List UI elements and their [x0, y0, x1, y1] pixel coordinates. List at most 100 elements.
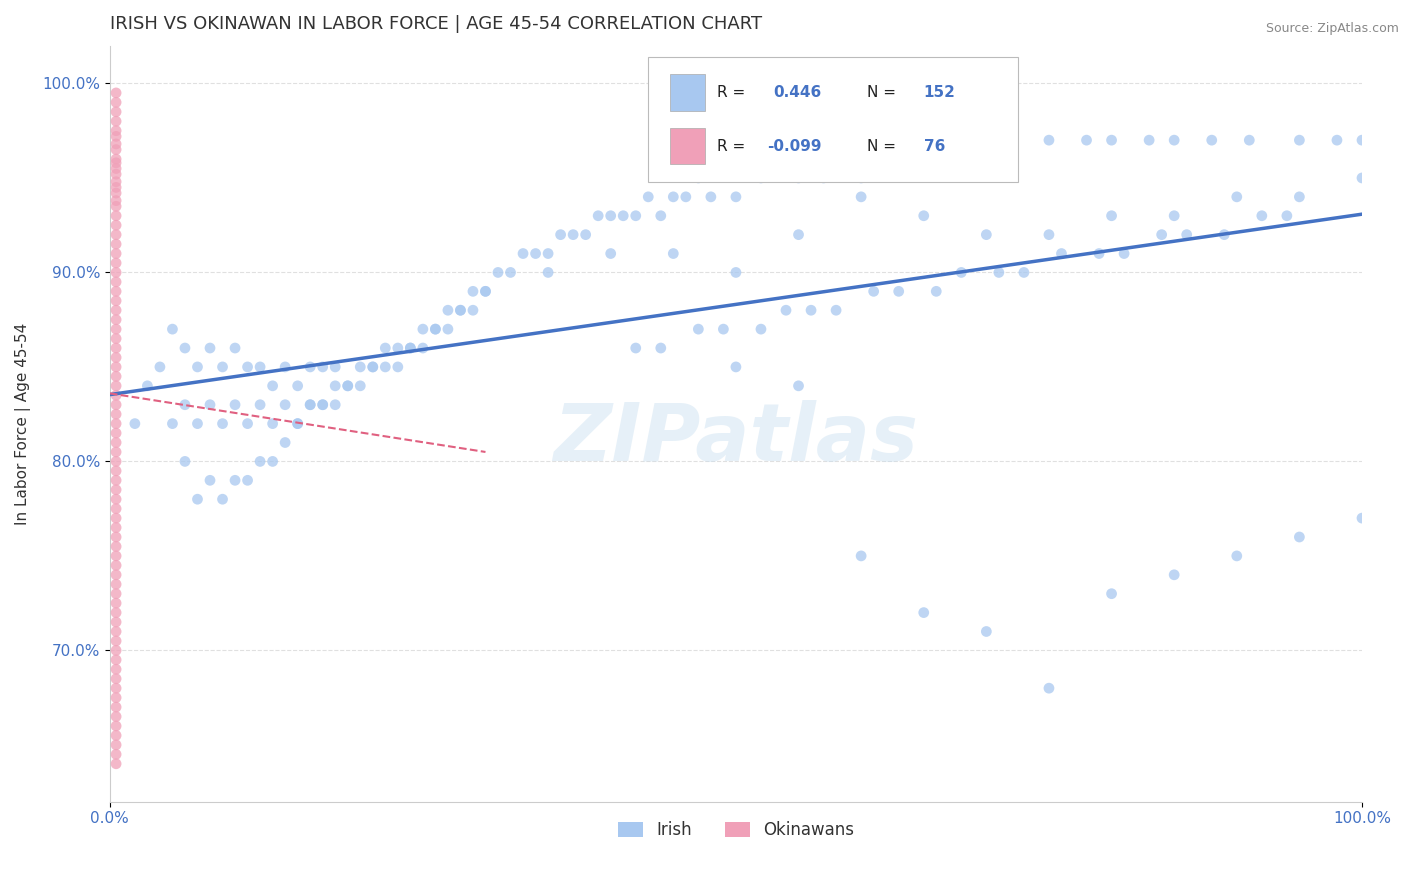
Point — [105, 246, 128, 260]
Point — [1101, 209, 1123, 223]
Point — [1326, 133, 1348, 147]
Point — [1137, 133, 1160, 147]
Point — [105, 285, 128, 299]
Point — [399, 341, 422, 355]
Point — [105, 596, 128, 610]
Point — [976, 133, 998, 147]
Point — [1226, 549, 1249, 563]
Point — [105, 464, 128, 478]
Point — [105, 256, 128, 270]
Point — [105, 398, 128, 412]
Point — [262, 454, 284, 468]
Point — [1038, 133, 1060, 147]
Point — [105, 634, 128, 648]
Point — [105, 577, 128, 591]
Point — [105, 143, 128, 157]
Point — [105, 161, 128, 176]
Point — [105, 681, 128, 696]
Point — [1088, 246, 1111, 260]
Point — [950, 265, 973, 279]
Point — [361, 359, 384, 374]
Point — [688, 322, 710, 336]
Point — [312, 398, 335, 412]
FancyBboxPatch shape — [669, 128, 704, 164]
Point — [211, 492, 233, 507]
Point — [813, 170, 835, 185]
Text: 0.446: 0.446 — [773, 85, 821, 100]
Point — [787, 227, 810, 242]
Point — [1101, 587, 1123, 601]
Point — [105, 756, 128, 771]
Point — [1000, 133, 1022, 147]
Point — [105, 351, 128, 365]
Point — [399, 341, 422, 355]
Point — [274, 359, 297, 374]
Point — [105, 114, 128, 128]
Point — [1163, 133, 1185, 147]
Point — [912, 606, 935, 620]
Point — [249, 359, 271, 374]
Point — [524, 246, 547, 260]
Point — [713, 322, 735, 336]
Point — [650, 209, 672, 223]
Point — [249, 454, 271, 468]
Point — [105, 417, 128, 431]
Point — [105, 275, 128, 289]
Point — [186, 417, 208, 431]
Point — [186, 492, 208, 507]
Point — [174, 341, 197, 355]
Point — [105, 152, 128, 166]
Point — [224, 473, 246, 487]
Point — [1351, 170, 1374, 185]
Point — [1038, 681, 1060, 696]
Point — [361, 359, 384, 374]
Point — [387, 359, 409, 374]
Point — [287, 417, 309, 431]
Point — [1050, 246, 1073, 260]
Point — [887, 152, 910, 166]
Point — [688, 170, 710, 185]
Point — [162, 417, 184, 431]
Point — [787, 379, 810, 393]
Point — [105, 690, 128, 705]
Point — [299, 398, 322, 412]
Point — [105, 728, 128, 742]
Point — [105, 388, 128, 402]
Point — [224, 341, 246, 355]
Point — [349, 379, 371, 393]
Point — [105, 738, 128, 752]
Point — [749, 170, 772, 185]
Point — [662, 246, 685, 260]
Text: N =: N = — [868, 85, 901, 100]
Point — [174, 398, 197, 412]
Point — [1239, 133, 1261, 147]
Text: IRISH VS OKINAWAN IN LABOR FORCE | AGE 45-54 CORRELATION CHART: IRISH VS OKINAWAN IN LABOR FORCE | AGE 4… — [110, 15, 762, 33]
Point — [512, 246, 534, 260]
Point — [105, 237, 128, 252]
Point — [262, 417, 284, 431]
Point — [787, 170, 810, 185]
Point — [1226, 190, 1249, 204]
Point — [461, 303, 484, 318]
Point — [662, 190, 685, 204]
Point — [1076, 133, 1098, 147]
Point — [105, 407, 128, 421]
Point — [312, 359, 335, 374]
Point — [105, 445, 128, 459]
Point — [461, 285, 484, 299]
Point — [105, 700, 128, 714]
Point — [312, 398, 335, 412]
Point — [105, 540, 128, 554]
Point — [976, 227, 998, 242]
Point — [105, 435, 128, 450]
Point — [105, 167, 128, 181]
Point — [849, 170, 872, 185]
Point — [136, 379, 159, 393]
Point — [1275, 209, 1298, 223]
Point — [105, 124, 128, 138]
Point — [105, 129, 128, 144]
Point — [105, 209, 128, 223]
Text: Source: ZipAtlas.com: Source: ZipAtlas.com — [1265, 22, 1399, 36]
Point — [825, 303, 848, 318]
Point — [599, 246, 621, 260]
